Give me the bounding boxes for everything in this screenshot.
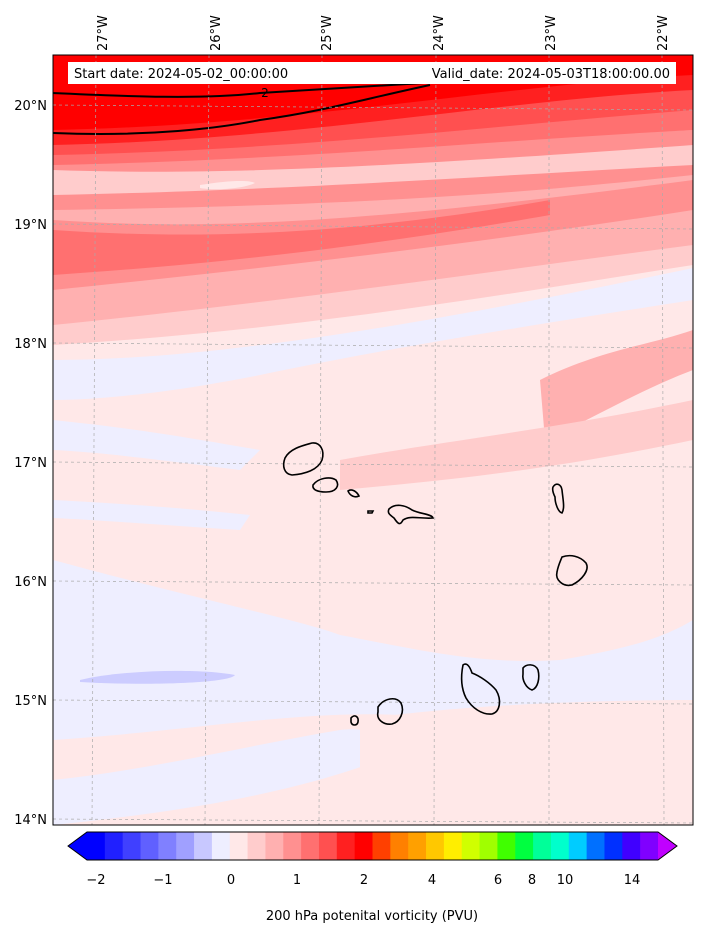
lon-tick: 24°W [432, 15, 447, 51]
colorbar-segment [336, 832, 356, 860]
pv-blue-band-mid [53, 420, 260, 470]
island-santa-luzia [347, 489, 361, 498]
island-brava [350, 715, 359, 726]
colorbar-segment [622, 832, 641, 860]
lat-tick: 15°N [14, 694, 47, 709]
pv-band-east [540, 330, 693, 440]
pv-blue-band-mid2 [53, 500, 250, 530]
colorbar-tick-label: 2 [360, 873, 368, 888]
lat-tick: 14°N [14, 813, 47, 828]
pv-blue-region-southwest [53, 729, 388, 825]
colorbar-segment [247, 832, 266, 860]
colorbar-segment [229, 832, 249, 860]
island-boa-vista [555, 554, 588, 587]
colorbar-segment [176, 832, 195, 860]
colorbar-segment [533, 832, 552, 860]
map-frame [52, 54, 694, 826]
lon-tick-labels: 27°W 26°W 25°W 24°W 23°W 22°W [96, 15, 671, 51]
colorbar-segment [443, 832, 463, 860]
colorbar-tick-label: 10 [557, 873, 574, 888]
colorbar-segment [211, 832, 231, 860]
lat-tick: 20°N [14, 99, 47, 114]
colorbar-segment [390, 832, 409, 860]
colorbar-segment [354, 832, 373, 860]
colorbar-segment [408, 832, 427, 860]
colorbar-segment [372, 832, 391, 860]
colorbar-tick-label: −2 [86, 873, 105, 888]
colorbar-segment [568, 832, 588, 860]
graticule [53, 55, 693, 825]
colorbar-segment [426, 832, 445, 860]
colorbar-segment [87, 832, 106, 860]
island-sao-vicente [312, 477, 339, 493]
colorbar-under-arrow [68, 832, 87, 860]
colorbar: −2 −1 0 1 2 4 6 8 10 14 200 hPa potenita… [67, 831, 678, 924]
pv-band-ffcccc-b [53, 145, 693, 195]
colorbar-segment [461, 832, 481, 860]
pv-negative-patch [80, 670, 235, 684]
colorbar-segment [515, 832, 534, 860]
colorbar-segment [479, 832, 498, 860]
colorbar-segment [265, 832, 284, 860]
lat-tick: 18°N [14, 337, 47, 352]
lat-tick: 16°N [14, 575, 47, 590]
island-maio [522, 664, 540, 691]
pv-field: 2 [53, 55, 693, 825]
lon-tick: 26°W [209, 15, 224, 51]
pv-band-ff7070 [53, 200, 550, 275]
lon-tick: 22°W [656, 15, 671, 51]
colorbar-ticks: −2 −1 0 1 2 4 6 8 10 14 [86, 873, 640, 888]
colorbar-segment [158, 832, 177, 860]
lon-tick: 25°W [320, 15, 335, 51]
contour-2pvu-north [53, 81, 441, 98]
colorbar-segment [301, 832, 320, 860]
colorbar-tick-label: 4 [428, 873, 436, 888]
colorbar-segment [122, 832, 142, 860]
island-santo-antao [282, 442, 324, 476]
colorbar-tick-label: 14 [624, 873, 641, 888]
colorbar-tick-label: 0 [227, 873, 235, 888]
colorbar-tick-label: 8 [528, 873, 536, 888]
date-banner [68, 62, 676, 84]
island-raso [367, 510, 375, 514]
lon-tick: 27°W [96, 15, 111, 51]
colorbar-segment [194, 832, 213, 860]
colorbar-segment [586, 832, 605, 860]
lat-tick: 19°N [14, 218, 47, 233]
colorbar-segment [640, 832, 659, 860]
lat-tick: 17°N [14, 456, 47, 471]
colorbar-outline [67, 831, 678, 861]
lon-tick: 23°W [544, 15, 559, 51]
colorbar-segment [497, 832, 516, 860]
valid-date: Valid_date: 2024-05-03T18:00:00.00 [432, 67, 670, 82]
island-sal [551, 483, 565, 514]
pv-light-fleck [200, 180, 255, 190]
colorbar-segment [318, 832, 338, 860]
island-santiago [460, 663, 501, 715]
colorbar-tick-label: −1 [153, 873, 172, 888]
cape-verde-islands [282, 442, 588, 726]
contour-2pvu-south [53, 84, 431, 135]
island-fogo [376, 698, 404, 725]
colorbar-tick-label: 1 [293, 873, 301, 888]
island-sao-nicolau [387, 504, 435, 525]
contour-label: 2 [261, 86, 269, 100]
colorbar-segment [104, 832, 124, 860]
colorbar-over-arrow [658, 832, 677, 860]
pv-pink-region-southeast [360, 700, 693, 825]
start-date: Start date: 2024-05-02_00:00:00 [74, 67, 288, 82]
colorbar-segment [283, 832, 302, 860]
pv-blue-band-north [53, 268, 693, 400]
colorbar-segment [604, 832, 623, 860]
colorbar-tick-label: 6 [494, 873, 502, 888]
colorbar-segment [140, 832, 159, 860]
colorbar-segment [550, 832, 570, 860]
pv-band-east-light [340, 400, 693, 490]
colorbar-title: 200 hPa potenital vorticity (PVU) [266, 909, 478, 924]
lat-tick-labels: 20°N 19°N 18°N 17°N 16°N 15°N 14°N [14, 99, 47, 828]
